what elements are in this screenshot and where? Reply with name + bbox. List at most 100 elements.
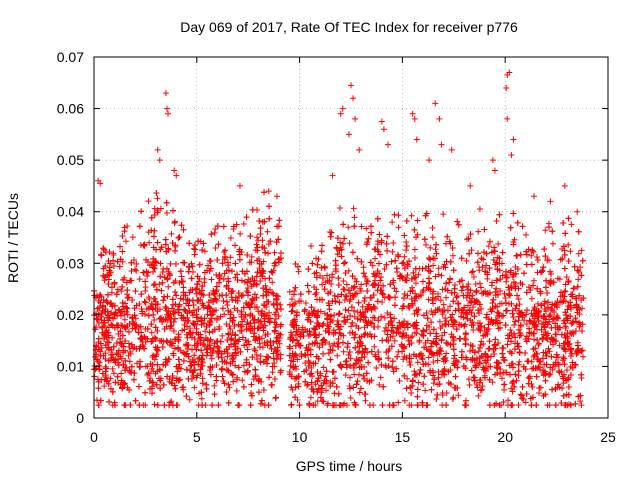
data-point [314, 261, 321, 268]
data-point [277, 331, 284, 338]
data-point [174, 336, 181, 343]
data-point [234, 338, 241, 345]
data-point [156, 337, 163, 344]
data-point [578, 272, 585, 279]
data-point [554, 304, 561, 311]
data-point [450, 346, 457, 353]
data-point [437, 297, 444, 304]
data-point [573, 295, 580, 302]
data-point [227, 254, 234, 261]
data-point [569, 293, 576, 300]
data-point [425, 354, 432, 361]
data-point [223, 359, 230, 366]
data-point [455, 359, 462, 366]
data-point [327, 319, 334, 326]
data-point [215, 402, 222, 409]
data-point [548, 271, 555, 278]
data-point [325, 350, 332, 357]
data-point [580, 295, 587, 302]
data-point [296, 298, 303, 305]
data-point [306, 402, 313, 409]
data-point [544, 321, 551, 328]
data-point [183, 393, 190, 400]
data-point [137, 358, 144, 365]
data-point [438, 337, 445, 344]
data-point [509, 307, 516, 314]
data-point [359, 303, 366, 310]
data-point [122, 357, 129, 364]
data-point [329, 298, 336, 305]
data-point [332, 265, 339, 272]
data-point [516, 301, 523, 308]
data-point [144, 363, 151, 370]
data-point [374, 215, 381, 222]
data-point [164, 339, 171, 346]
data-point [387, 311, 394, 318]
data-point [573, 318, 580, 325]
data-point [461, 402, 468, 409]
data-point [328, 229, 335, 236]
data-point [243, 326, 250, 333]
data-point [347, 394, 354, 401]
data-point [559, 357, 566, 364]
data-point [327, 346, 334, 353]
data-point [529, 383, 536, 390]
data-point [375, 248, 382, 255]
data-point [179, 327, 186, 334]
data-point [157, 315, 164, 322]
data-point [239, 377, 246, 384]
data-point [232, 260, 239, 267]
data-point [398, 333, 405, 340]
data-point [545, 224, 552, 231]
data-point [174, 344, 181, 351]
data-point [336, 330, 343, 337]
data-point [427, 244, 434, 251]
data-point [425, 296, 432, 303]
data-point [319, 296, 326, 303]
data-point [534, 256, 541, 263]
data-point [432, 295, 439, 302]
data-point [126, 321, 133, 328]
data-point [103, 298, 110, 305]
data-point [474, 250, 481, 257]
data-point [531, 336, 538, 343]
data-point [141, 242, 148, 249]
data-point [545, 299, 552, 306]
data-point [482, 288, 489, 295]
data-point [324, 277, 331, 284]
data-point [271, 328, 278, 335]
data-point [377, 277, 384, 284]
data-point [225, 262, 232, 269]
data-point [227, 341, 234, 348]
data-point [503, 369, 510, 376]
data-point [361, 298, 368, 305]
data-point [446, 279, 453, 286]
data-point [417, 366, 424, 373]
data-point [554, 275, 561, 282]
data-point [564, 339, 571, 346]
data-point [102, 355, 109, 362]
data-point [352, 290, 359, 297]
data-point [337, 239, 344, 246]
data-point [411, 226, 418, 233]
data-point [345, 267, 352, 274]
data-point [364, 287, 371, 294]
data-point [125, 328, 132, 335]
data-point [517, 322, 524, 329]
data-point [400, 303, 407, 310]
data-point [538, 302, 545, 309]
data-point [137, 335, 144, 342]
data-point [183, 366, 190, 373]
data-point [308, 304, 315, 311]
data-point [416, 337, 423, 344]
data-point [257, 231, 264, 238]
data-point [339, 339, 346, 346]
data-point [243, 356, 250, 363]
data-point [186, 396, 193, 403]
data-point [264, 360, 271, 367]
data-point [227, 315, 234, 322]
data-point [404, 324, 411, 331]
data-point [540, 349, 547, 356]
data-point [104, 271, 111, 278]
data-point [407, 384, 414, 391]
